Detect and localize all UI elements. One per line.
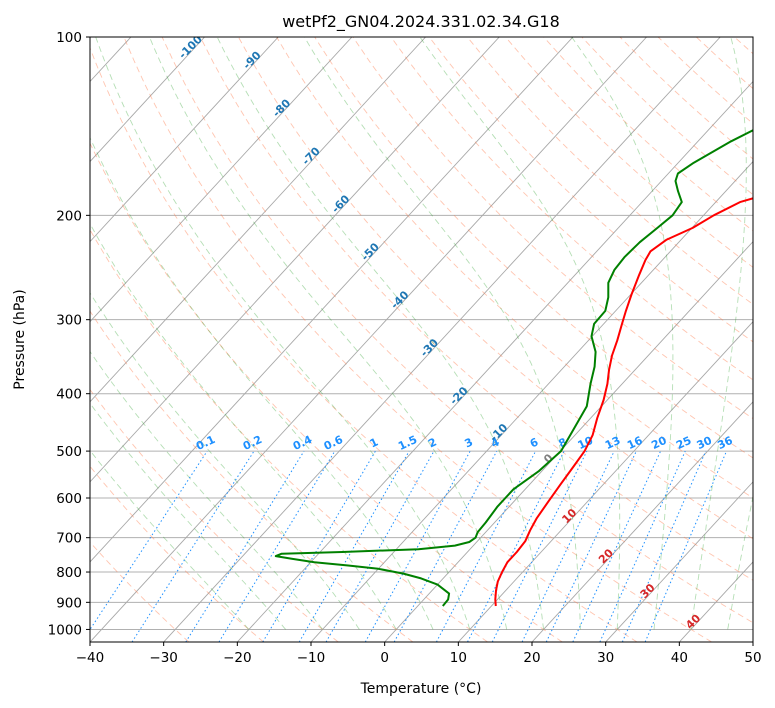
x-tick-label: 10 — [450, 650, 467, 666]
y-tick-label: 800 — [56, 565, 82, 581]
dry-adiabat-line — [90, 465, 264, 642]
isotherm-line — [90, 37, 205, 163]
mixing-ratio-line — [572, 450, 662, 642]
y-tick-label: 900 — [56, 595, 82, 611]
mixing-ratio-label: 16 — [625, 434, 645, 452]
moist-adiabat-line — [90, 402, 287, 630]
mixing-ratio-line — [599, 450, 686, 642]
y-axis-title: Pressure (hPa) — [12, 289, 28, 389]
chart-title: wetPf2_GN04.2024.331.02.34.G18 — [282, 12, 560, 32]
moist-adiabat-line — [95, 37, 471, 630]
mixing-ratio-line — [218, 450, 336, 642]
dewpoint-profile-line — [274, 129, 753, 607]
mixing-ratio-line — [298, 450, 410, 642]
dry-adiabat-line — [314, 37, 753, 459]
isotherm-line — [90, 37, 426, 403]
axes: −40 −30 −20 −10 0 10 20 30 40 50 100 200 300 400 500 60… — [48, 30, 762, 666]
dry-adiabat-line — [428, 37, 753, 343]
isotherm-line — [458, 321, 753, 642]
dry-adiabat-line — [390, 37, 753, 381]
mixing-ratio-label: 25 — [674, 434, 693, 452]
dry-adiabat-line — [161, 37, 753, 624]
y-tick-label: 1000 — [48, 622, 82, 638]
moist-adiabat-line — [571, 37, 674, 630]
dry-adiabat-line — [352, 37, 753, 420]
dry-adiabat-line — [238, 37, 753, 540]
dry-adiabat-line — [90, 228, 488, 642]
moist-adiabat-line — [90, 136, 434, 630]
mixing-ratio-line — [131, 450, 255, 642]
moist-adiabat-line — [727, 494, 753, 630]
y-tick-label: 600 — [56, 491, 82, 507]
dry-adiabat-line — [90, 46, 638, 642]
dry-adiabat-line — [199, 37, 753, 581]
y-tick-label: 100 — [56, 30, 82, 46]
isotherm-line — [90, 37, 279, 243]
moist-adiabat-line — [419, 37, 621, 630]
y-tick-label: 200 — [56, 208, 82, 224]
isotherm-line — [90, 37, 574, 563]
x-tick-label: 40 — [671, 650, 688, 666]
moist-adiabat-line — [216, 37, 544, 630]
mixing-ratio-label: 13 — [603, 434, 622, 452]
isotherm-line — [605, 481, 753, 642]
mixing-ratio-label: 30 — [695, 434, 715, 452]
x-tick-label: −40 — [76, 650, 105, 666]
temperature-profile-line — [494, 197, 753, 607]
mixing-ratio-line — [621, 450, 707, 642]
mixing-ratio-line — [644, 450, 727, 642]
dry-adiabat-line — [90, 142, 563, 642]
dry-adiabat-line — [123, 37, 712, 642]
x-tick-label: −30 — [149, 650, 178, 666]
x-tick-label: −10 — [297, 650, 326, 666]
moist-adiabat-line — [90, 350, 323, 630]
background-lines — [90, 37, 753, 642]
y-tick-label: 500 — [56, 444, 82, 460]
y-tick-label: 400 — [56, 387, 82, 403]
moist-adiabat-line — [90, 292, 360, 630]
x-tick-label: −20 — [223, 650, 252, 666]
mixing-ratio-label: 20 — [649, 434, 669, 452]
plot-background — [90, 37, 753, 642]
isotherm-line — [90, 37, 647, 642]
moist-adiabat-line — [690, 37, 747, 630]
mixing-ratio-label: 36 — [715, 434, 735, 452]
dry-adiabat-line — [276, 37, 753, 499]
isotherm-line — [384, 240, 753, 642]
plot-frame — [89, 36, 754, 643]
isotherm-line — [531, 401, 753, 642]
x-axis-title: Temperature (°C) — [360, 681, 482, 697]
isotherm-line — [90, 37, 353, 323]
x-tick-label: 50 — [744, 650, 761, 666]
isotherm-line — [90, 37, 500, 483]
y-tick-label: 300 — [56, 313, 82, 329]
isotherm-line — [310, 160, 753, 642]
mixing-ratio-line — [364, 450, 471, 642]
profile-lines — [274, 129, 753, 607]
x-tick-label: 30 — [597, 650, 614, 666]
isotherm-line — [163, 37, 721, 642]
x-tick-label: 20 — [523, 650, 540, 666]
y-tick-label: 700 — [56, 531, 82, 547]
mixing-ratio-line — [521, 450, 615, 642]
mixing-ratio-line — [262, 450, 376, 642]
mixing-ratio-line — [185, 450, 305, 642]
mixing-ratio-line — [325, 450, 435, 642]
isotherm-line — [237, 80, 753, 642]
dry-adiabat-line — [90, 541, 190, 642]
moist-adiabat-line — [90, 222, 397, 630]
x-tick-label: 0 — [380, 650, 389, 666]
